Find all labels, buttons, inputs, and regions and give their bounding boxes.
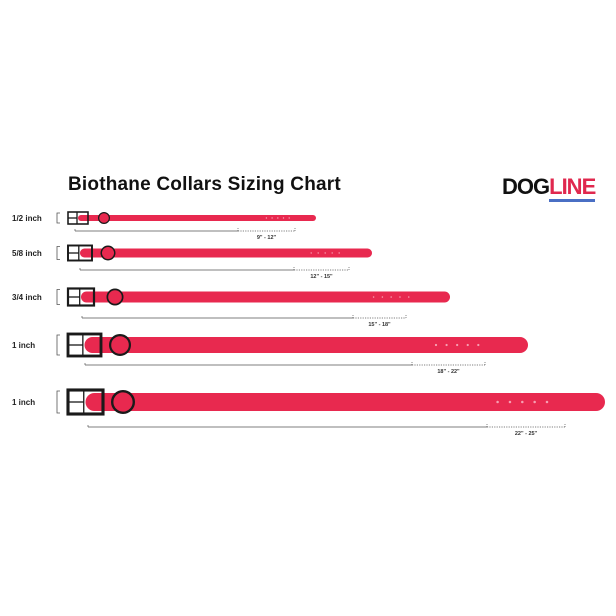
strap-hole [508,400,512,404]
size-range-label: 9" - 12" [257,235,277,241]
strap-hole [545,400,549,404]
logo-line: LINE [549,174,596,202]
strap-hole [456,343,459,347]
strap-hole [271,217,273,219]
bracket-mark [56,334,60,356]
strap-hole [399,296,401,298]
collar-row: 1 inch 22" - 25" [12,388,605,437]
strap-hole [338,252,340,254]
strap-hole [381,296,384,298]
width-label: 5/8 inch [12,249,42,258]
size-range-label: 12" - 15" [310,274,333,280]
width-label: 1 inch [12,341,35,350]
strap-hole [390,296,392,298]
size-range-label: 22" - 25" [515,431,538,437]
strap-hole [521,400,524,404]
strap-hole [434,343,438,347]
strap-hole [282,217,285,219]
strap-hole [277,217,279,219]
collar-strap [80,248,372,258]
collar-strap [84,337,528,353]
dogline-logo: DOGLINE [502,174,596,202]
collar-row: 1/2 inch 9" - 12" [12,211,316,241]
collar-row: 1 inch 18" - 22" [12,332,528,375]
d-ring-icon [97,212,110,225]
width-label: 1 inch [12,398,35,407]
strap-hole [407,296,410,298]
strap-hole [477,343,480,347]
strap-hole [466,343,469,347]
collar-row: 5/8 inch 12" - 15" [12,244,372,280]
size-range-label: 18" - 22" [437,369,460,375]
strap-hole [331,252,333,254]
bracket-mark [56,289,60,305]
bracket-mark [56,246,60,260]
size-range-label: 15" - 18" [368,322,391,328]
strap-hole [317,252,319,254]
bracket-mark [56,390,60,414]
strap-hole [265,217,268,219]
collar-strap [78,215,316,221]
d-ring-icon [110,390,135,415]
bracket-mark [56,212,60,224]
chart-title: Biothane Collars Sizing Chart [68,174,341,195]
d-ring-icon [106,288,124,306]
strap-hole [372,296,375,298]
d-ring-icon [100,245,116,261]
collar-strap [81,291,450,303]
logo-dog: DOG [502,174,550,199]
collar-row: 3/4 inch 15" - 18" [12,287,450,328]
strap-hole [324,252,326,254]
width-label: 3/4 inch [12,293,42,302]
strap-hole [310,252,312,254]
collar-strap [85,393,605,411]
strap-hole [288,217,290,219]
strap-hole [445,343,448,347]
d-ring-icon [108,334,131,357]
strap-hole [496,400,499,404]
strap-hole [533,400,536,404]
width-label: 1/2 inch [12,214,42,223]
